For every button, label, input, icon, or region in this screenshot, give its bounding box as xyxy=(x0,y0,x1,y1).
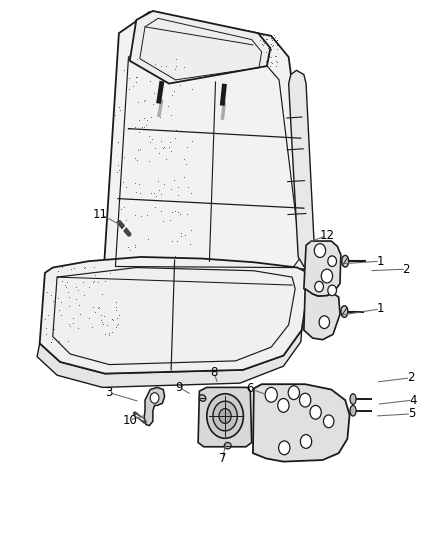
Circle shape xyxy=(150,393,159,403)
Text: 10: 10 xyxy=(122,414,137,427)
Circle shape xyxy=(207,394,244,438)
Text: 11: 11 xyxy=(93,208,108,221)
Text: 6: 6 xyxy=(246,382,253,395)
Circle shape xyxy=(279,441,290,455)
Text: 8: 8 xyxy=(210,366,217,379)
Polygon shape xyxy=(304,241,341,296)
Circle shape xyxy=(265,387,277,402)
Circle shape xyxy=(288,386,300,400)
Text: 12: 12 xyxy=(319,229,335,242)
Polygon shape xyxy=(304,289,340,340)
Polygon shape xyxy=(40,257,308,374)
Circle shape xyxy=(300,393,311,407)
Circle shape xyxy=(321,269,332,283)
Text: 1: 1 xyxy=(376,255,384,268)
Ellipse shape xyxy=(350,394,356,405)
Text: 1: 1 xyxy=(376,302,384,316)
Polygon shape xyxy=(37,330,302,387)
Circle shape xyxy=(310,406,321,419)
Circle shape xyxy=(328,285,336,296)
Text: 5: 5 xyxy=(408,407,415,421)
Circle shape xyxy=(278,399,289,413)
Polygon shape xyxy=(289,70,315,268)
Ellipse shape xyxy=(224,442,231,449)
Ellipse shape xyxy=(350,406,356,416)
Circle shape xyxy=(219,409,231,423)
Ellipse shape xyxy=(199,395,206,401)
Circle shape xyxy=(323,415,334,427)
Text: 2: 2 xyxy=(407,372,414,384)
Polygon shape xyxy=(198,387,252,447)
Text: 9: 9 xyxy=(175,381,183,394)
Text: 2: 2 xyxy=(403,263,410,276)
Ellipse shape xyxy=(341,306,348,317)
Circle shape xyxy=(319,316,329,328)
Circle shape xyxy=(300,434,312,448)
Circle shape xyxy=(328,256,336,266)
Text: 4: 4 xyxy=(409,393,417,407)
Text: 3: 3 xyxy=(106,386,113,399)
Circle shape xyxy=(314,244,325,257)
Polygon shape xyxy=(104,12,315,272)
Ellipse shape xyxy=(342,255,349,267)
Polygon shape xyxy=(253,384,350,462)
Circle shape xyxy=(213,401,237,431)
Polygon shape xyxy=(144,387,165,425)
Polygon shape xyxy=(130,11,270,84)
Text: 7: 7 xyxy=(219,452,226,465)
Circle shape xyxy=(315,281,323,292)
